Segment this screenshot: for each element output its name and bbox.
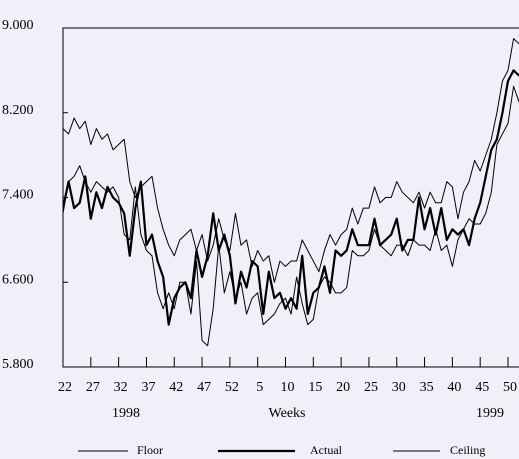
x-tick-label: 40 [447, 380, 461, 395]
x-tick-label: 45 [475, 380, 489, 395]
x-tick-label: 42 [169, 380, 183, 395]
x-axis-label: Weeks [269, 406, 306, 421]
x-tick-label: 22 [58, 380, 72, 395]
plot-area [63, 38, 519, 347]
series-line [63, 69, 519, 326]
year-label: 1999 [476, 406, 504, 421]
x-tick-label: 50 [503, 380, 517, 395]
x-tick-label: 37 [141, 380, 155, 395]
x-tick-label: 25 [364, 380, 378, 395]
y-tick-label: 5.800 [2, 357, 34, 372]
x-tick-label: 47 [197, 380, 211, 395]
x-tick-label: 52 [225, 380, 239, 395]
legend-label: Ceiling [450, 443, 485, 457]
x-tick-label: 35 [420, 380, 434, 395]
plot-frame [62, 27, 519, 368]
x-tick-label: 15 [308, 380, 322, 395]
x-tick-label: 27 [86, 380, 100, 395]
y-tick-label: 6.600 [2, 272, 34, 287]
x-tick-label: 5 [256, 380, 263, 395]
y-tick-label: 7.400 [2, 188, 34, 203]
x-tick-label: 20 [336, 380, 350, 395]
y-tick-label: 8.200 [2, 103, 34, 118]
legend-label: Floor [137, 443, 163, 457]
x-tick-label: 32 [114, 380, 128, 395]
legend-label: Actual [310, 443, 343, 457]
series-line [63, 85, 519, 347]
x-tick-label: 30 [392, 380, 406, 395]
year-label: 1998 [112, 406, 140, 421]
x-tick-label: 10 [281, 380, 295, 395]
y-tick-label: 9.000 [2, 18, 34, 33]
series-line [63, 38, 519, 283]
